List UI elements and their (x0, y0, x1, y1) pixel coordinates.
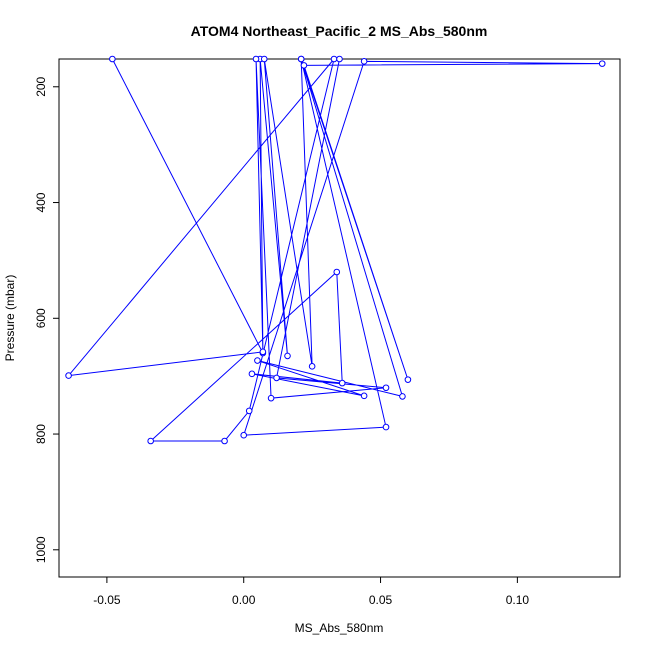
y-tick-label: 800 (34, 424, 48, 444)
data-point (273, 374, 280, 382)
data-point (284, 352, 291, 360)
x-axis-label: MS_Abs_580nm (295, 621, 384, 635)
series-lines (67, 58, 603, 442)
data-point (382, 423, 390, 431)
data-point (382, 384, 390, 392)
x-axis: -0.05 0.00 0.05 0.10 (93, 577, 529, 607)
data-point (333, 268, 341, 276)
x-tick-label: 0.05 (369, 593, 393, 607)
y-tick-label: 200 (34, 76, 48, 96)
data-point (240, 431, 248, 439)
data-point (109, 55, 116, 63)
chart-title: ATOM4 Northeast_Pacific_2 MS_Abs_580nm (191, 23, 488, 39)
data-point (360, 58, 368, 65)
data-point (297, 55, 305, 63)
data-point (338, 379, 346, 387)
data-point (399, 393, 406, 400)
series-line (67, 58, 603, 442)
data-point (330, 55, 338, 63)
data-point (147, 437, 154, 445)
data-point (259, 348, 267, 356)
data-point (248, 370, 256, 378)
data-point (598, 60, 606, 67)
data-point (65, 372, 72, 379)
data-point (300, 62, 308, 69)
y-tick-label: 600 (34, 308, 48, 328)
data-point (336, 55, 343, 63)
data-point (254, 357, 261, 364)
data-point (404, 376, 412, 383)
data-point (260, 55, 268, 63)
data-point (360, 392, 368, 400)
x-tick-label: 0.00 (232, 593, 256, 607)
data-point (267, 394, 275, 402)
y-axis: 200 400 600 800 1000 (34, 76, 59, 563)
data-point (245, 407, 253, 415)
y-tick-label: 400 (34, 192, 48, 212)
data-point (308, 363, 316, 370)
x-tick-label: -0.05 (93, 593, 121, 607)
data-point (252, 55, 260, 63)
y-axis-label: Pressure (mbar) (3, 275, 17, 362)
series-points (65, 55, 606, 445)
data-point (221, 437, 228, 445)
y-tick-label: 1000 (34, 536, 48, 563)
x-tick-label: 0.10 (506, 593, 530, 607)
